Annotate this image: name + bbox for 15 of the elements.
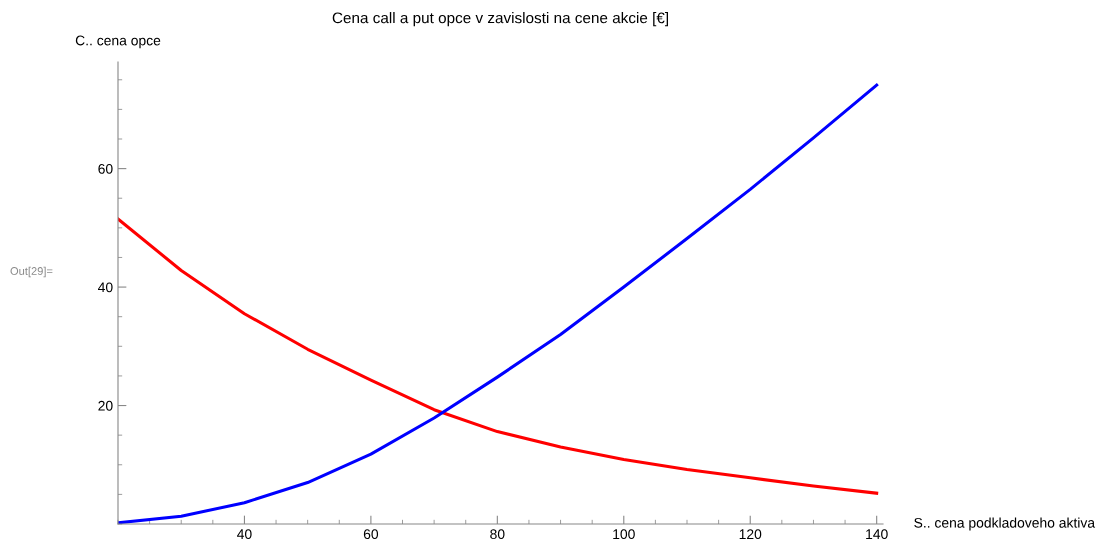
x-tick-label: 100 [613,529,635,540]
x-tick-label: 140 [866,529,888,540]
y-tick-label: 40 [98,282,113,293]
y-tick-label: 20 [98,400,113,411]
x-tick-label: 40 [237,529,252,540]
chart-title: Cena call a put opce v zavislosti na cene akcie [€] [332,12,668,27]
line-series [118,83,879,524]
x-tick-label: 60 [363,529,379,540]
line-series [118,217,879,495]
x-axis-title: S.. cena podkladoveho aktiva [914,517,1096,531]
y-tick-label: 60 [98,163,113,174]
text: Out[29]= [10,266,53,278]
x-tick-label: 80 [490,529,505,540]
y-axis-title: C.. cena opce [75,35,161,49]
x-tick-label: 120 [739,529,762,540]
